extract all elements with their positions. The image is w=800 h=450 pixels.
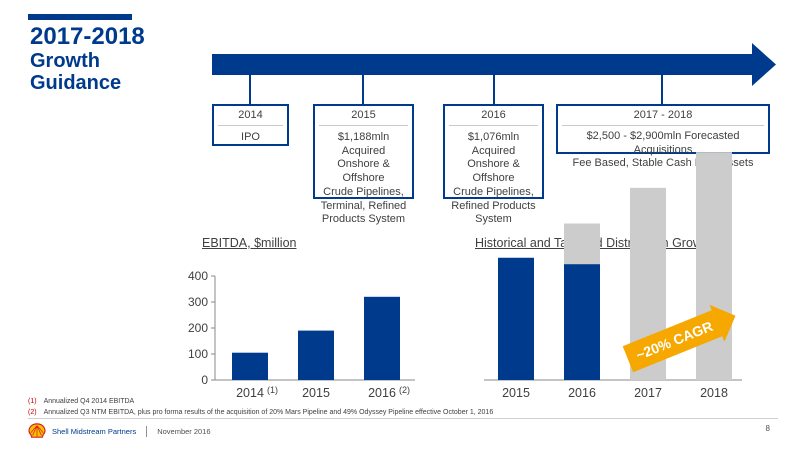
timeline-year: 2014 <box>218 106 283 126</box>
timeline-year: 2016 <box>449 106 538 126</box>
ebitda-y-tick-label: 100 <box>188 347 208 361</box>
company-name: Shell Midstream Partners <box>52 426 137 436</box>
footer-separator <box>146 425 148 437</box>
footnote: (1) Annualized Q4 2014 EBITDA <box>28 396 728 407</box>
footnote-text: Annualized Q4 2014 EBITDA <box>43 398 135 405</box>
distribution-bar-historical <box>564 264 600 380</box>
timeline-arrow-shaft <box>212 54 754 75</box>
ebitda-y-tick-label: 0 <box>201 373 208 387</box>
cagr-arrow-head <box>709 304 736 342</box>
shell-logo-icon <box>28 423 46 438</box>
timeline-arrow <box>212 43 776 104</box>
ebitda-bar <box>298 330 334 380</box>
timeline-box-2017-2018: 2017 - 2018 $2,500 - $2,900mln Forecaste… <box>556 104 770 169</box>
timeline-box-2014: 2014 IPO <box>212 104 289 146</box>
ebitda-y-tick-label: 300 <box>188 295 208 309</box>
ebitda-y-tick-label: 400 <box>188 269 208 283</box>
timeline-desc-line: Crude Pipelines, <box>323 185 404 198</box>
timeline-arrow-head <box>752 43 776 86</box>
footnote-text: Annualized Q3 NTM EBITDA, plus pro forma… <box>43 409 494 417</box>
distribution-x-tick-label: 2018 <box>700 386 728 400</box>
ebitda-x-tick-note: (1) <box>267 385 278 395</box>
timeline-desc-line: $2,500 - $2,900mln Forecasted Acquisitio… <box>586 129 740 156</box>
ebitda-bar <box>364 296 400 380</box>
title-accent-bar <box>28 14 132 20</box>
timeline-box-2015: 2015 $1,188mln Acquired Onshore & Offsho… <box>313 104 414 225</box>
timeline-year: 2015 <box>319 106 408 126</box>
ebitda-chart-title: EBITDA, $million <box>202 236 297 250</box>
footer: Shell Midstream Partners November 2016 <box>28 423 211 438</box>
page-number: 8 <box>765 424 770 433</box>
ebitda-x-tick-label: 2014 <box>236 386 264 400</box>
timeline-desc-line: Onshore & Offshore <box>337 158 390 184</box>
timeline-desc-line: IPO <box>241 130 260 143</box>
distribution-x-tick-label: 2015 <box>502 386 530 400</box>
timeline-desc-line: $1,188mln Acquired <box>337 130 390 157</box>
title-line-3: Guidance <box>30 72 122 95</box>
distribution-bar-targeted <box>564 223 600 265</box>
timeline-desc-line: Onshore & Offshore <box>467 158 520 184</box>
timeline-desc-line: Crude Pipelines, <box>453 185 534 198</box>
footnote-number: (1) <box>28 398 37 405</box>
timeline-desc-line: System <box>475 213 512 226</box>
footnote: (2) Annualized Q3 NTM EBITDA, plus pro f… <box>28 407 728 418</box>
title-line-2: Growth <box>30 50 100 73</box>
ebitda-x-tick-label: 2016 <box>368 386 396 400</box>
page-title: 2017-2018 Growth Guidance <box>30 23 200 95</box>
ebitda-x-tick-label: 2015 <box>302 386 330 400</box>
footnotes: (1) Annualized Q4 2014 EBITDA (2) Annual… <box>28 396 728 418</box>
distribution-x-tick-label: 2017 <box>634 386 662 400</box>
footnote-number: (2) <box>28 409 37 417</box>
distribution-bar-historical <box>498 257 534 380</box>
timeline-year: 2017 - 2018 <box>562 106 764 126</box>
timeline-desc-line: Terminal, Refined <box>320 199 407 212</box>
ebitda-y-tick-label: 200 <box>188 321 208 335</box>
ebitda-x-tick-note: (2) <box>399 385 410 395</box>
title-line-1: 2017-2018 <box>30 23 145 50</box>
presentation-date: November 2016 <box>157 426 211 436</box>
distribution-bar-targeted <box>696 152 732 380</box>
cagr-arrow-body <box>622 310 723 373</box>
timeline-desc-line: Refined Products <box>451 199 536 212</box>
footer-divider <box>28 418 778 419</box>
distribution-x-tick-label: 2016 <box>568 386 596 400</box>
timeline-box-2016: 2016 $1,076mln Acquired Onshore & Offsho… <box>443 104 544 225</box>
timeline-desc-line: Products System <box>321 213 406 226</box>
ebitda-bar <box>232 352 268 380</box>
timeline-desc-line: $1,076mln Acquired <box>467 130 520 157</box>
